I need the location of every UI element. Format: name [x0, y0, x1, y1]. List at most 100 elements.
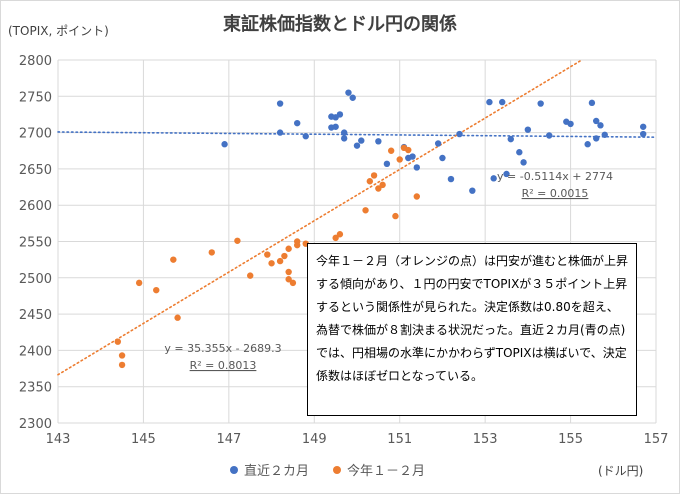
- data-point-orange: [405, 146, 412, 154]
- data-point-blue: [490, 175, 497, 182]
- data-point-blue: [567, 120, 574, 128]
- x-tick-label: 155: [558, 432, 583, 447]
- trendline-equation-orange: y = 35.355x - 2689.3: [164, 342, 281, 355]
- data-point-orange: [114, 338, 122, 345]
- data-point-blue: [447, 175, 455, 183]
- trendline-blue: [57, 131, 657, 138]
- legend: 直近２カ月 今年１－２月: [230, 460, 425, 479]
- data-point-blue: [601, 131, 608, 138]
- data-point-blue: [353, 142, 361, 149]
- data-point-blue: [345, 89, 352, 96]
- data-point-orange: [170, 256, 177, 263]
- data-point-orange: [285, 276, 292, 283]
- y-tick-label: 2450: [19, 308, 52, 323]
- y-tick-label: 2800: [19, 54, 52, 69]
- data-point-blue: [516, 149, 523, 156]
- data-point-orange: [332, 234, 339, 242]
- trendline-equation-blue: y = -0.5114x + 2774: [497, 170, 613, 183]
- data-point-blue: [456, 130, 463, 138]
- data-point-blue: [413, 164, 420, 171]
- data-point-orange: [396, 156, 403, 163]
- data-point-blue: [294, 119, 301, 127]
- y-axis-unit-label: (TOPIX, ポイント): [8, 24, 109, 38]
- y-tick-label: 2500: [19, 272, 52, 287]
- legend-item-orange[interactable]: 今年１－２月: [333, 460, 425, 479]
- y-tick-label: 2350: [19, 381, 52, 396]
- legend-item-blue[interactable]: 直近２カ月: [230, 460, 309, 479]
- data-point-blue: [409, 153, 416, 160]
- legend-label-orange: 今年１－２月: [347, 464, 426, 479]
- legend-marker-orange: [333, 465, 342, 474]
- data-point-blue: [340, 135, 348, 142]
- y-tick-label: 2700: [19, 127, 52, 142]
- data-point-orange: [264, 251, 271, 258]
- data-point-blue: [302, 133, 309, 140]
- data-point-orange: [135, 279, 143, 287]
- data-point-orange: [392, 212, 399, 220]
- data-point-orange: [379, 181, 386, 189]
- data-point-blue: [499, 98, 506, 106]
- data-point-blue: [593, 117, 600, 125]
- data-point-blue: [439, 154, 446, 162]
- data-point-blue: [383, 160, 391, 168]
- data-point-blue: [524, 126, 532, 133]
- data-point-blue: [593, 135, 600, 142]
- annotation-text: 今年１－２月（オレンジの点）は円安が進むと株価が上昇する傾向があり、１円の円安で…: [316, 254, 629, 383]
- trendline-r2-blue: R² = 0.0015: [522, 187, 589, 200]
- data-point-orange: [234, 237, 241, 244]
- data-point-orange: [370, 172, 378, 179]
- data-point-orange: [289, 279, 297, 287]
- legend-label-blue: 直近２カ月: [244, 464, 310, 479]
- x-tick-label: 157: [644, 432, 669, 447]
- data-point-orange: [285, 245, 292, 252]
- data-point-orange: [285, 268, 292, 276]
- y-tick-label: 2750: [19, 90, 52, 105]
- data-point-blue: [336, 111, 344, 118]
- y-tick-label: 2400: [19, 344, 52, 359]
- data-point-orange: [387, 147, 395, 154]
- data-point-orange: [153, 286, 160, 294]
- data-point-blue: [358, 137, 365, 144]
- data-point-orange: [362, 207, 369, 214]
- data-point-blue: [588, 99, 596, 107]
- data-point-orange: [366, 178, 374, 185]
- data-point-blue: [349, 94, 356, 101]
- data-point-blue: [546, 132, 553, 139]
- chart-title: 東証株価指数とドル円の関係: [223, 14, 457, 35]
- data-point-blue: [276, 100, 284, 107]
- x-axis-unit-label: (ドル円): [598, 464, 644, 478]
- x-tick-label: 153: [473, 432, 498, 447]
- data-point-blue: [340, 129, 348, 136]
- data-point-blue: [332, 123, 339, 130]
- x-tick-label: 149: [302, 432, 327, 447]
- data-point-blue: [486, 98, 493, 106]
- data-point-blue: [375, 138, 382, 145]
- data-point-blue: [503, 170, 510, 178]
- x-tick-label: 143: [46, 432, 71, 447]
- data-point-blue: [276, 129, 284, 136]
- data-point-blue: [639, 130, 647, 138]
- data-point-blue: [434, 140, 442, 147]
- data-point-orange: [413, 193, 420, 200]
- y-tick-label: 2650: [19, 163, 52, 178]
- data-point-blue: [537, 100, 544, 107]
- x-tick-label: 147: [216, 432, 241, 447]
- legend-marker-blue: [230, 465, 238, 474]
- data-point-orange: [276, 257, 284, 265]
- annotation-box: 今年１－２月（オレンジの点）は円安が進むと株価が上昇する傾向があり、１円の円安で…: [307, 243, 637, 416]
- trendline-orange: [57, 59, 583, 376]
- data-point-orange: [118, 361, 126, 369]
- y-tick-label: 2600: [19, 199, 52, 214]
- data-point-orange: [208, 249, 215, 256]
- data-point-orange: [375, 185, 382, 192]
- data-point-blue: [221, 141, 228, 148]
- y-tick-label: 2300: [19, 417, 52, 432]
- data-point-orange: [294, 241, 301, 249]
- data-point-blue: [469, 187, 476, 194]
- data-point-blue: [597, 122, 604, 129]
- x-tick-label: 151: [387, 432, 412, 447]
- data-point-blue: [507, 135, 514, 143]
- data-point-orange: [247, 272, 254, 279]
